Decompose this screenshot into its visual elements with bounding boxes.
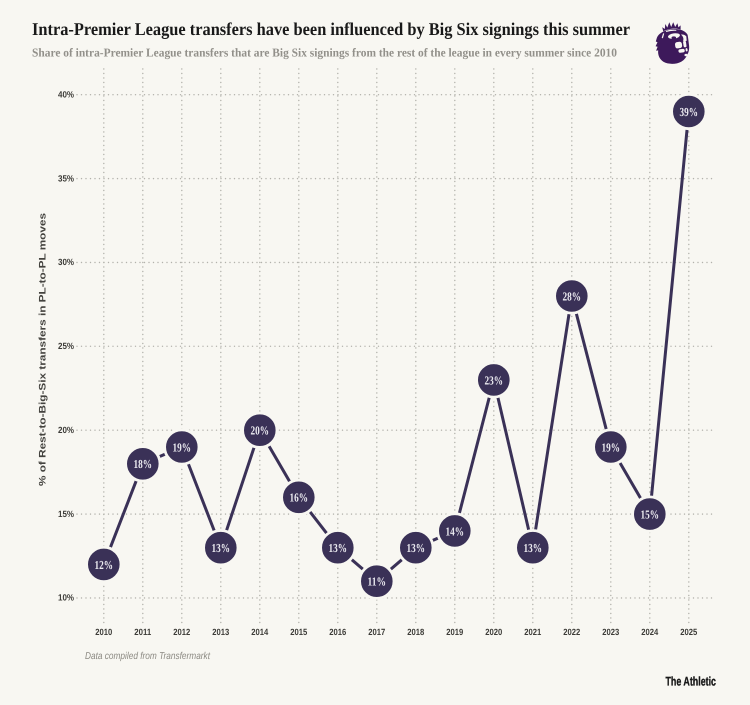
svg-text:13%: 13% — [212, 541, 231, 555]
svg-text:2012: 2012 — [173, 627, 190, 637]
svg-text:20%: 20% — [58, 425, 74, 435]
svg-text:2015: 2015 — [290, 627, 307, 637]
svg-text:13%: 13% — [407, 541, 426, 555]
svg-text:2023: 2023 — [602, 627, 619, 637]
svg-text:40%: 40% — [58, 89, 74, 99]
svg-text:2021: 2021 — [524, 627, 541, 637]
svg-text:19%: 19% — [602, 440, 621, 454]
svg-text:% of Rest-to-Big-Six transfers: % of Rest-to-Big-Six transfers in PL-to-… — [38, 213, 49, 486]
svg-text:2016: 2016 — [329, 627, 346, 637]
svg-text:13%: 13% — [329, 541, 348, 555]
svg-text:2017: 2017 — [368, 627, 385, 637]
svg-text:2022: 2022 — [563, 627, 580, 637]
svg-text:2013: 2013 — [212, 627, 229, 637]
svg-text:35%: 35% — [58, 173, 74, 183]
svg-text:11%: 11% — [368, 575, 387, 589]
svg-text:18%: 18% — [134, 457, 153, 471]
svg-text:2019: 2019 — [446, 627, 463, 637]
svg-text:25%: 25% — [58, 341, 74, 351]
svg-text:15%: 15% — [641, 508, 660, 522]
svg-text:28%: 28% — [563, 289, 582, 303]
svg-text:19%: 19% — [173, 440, 192, 454]
svg-text:15%: 15% — [58, 509, 74, 519]
svg-text:2025: 2025 — [680, 627, 697, 637]
svg-text:2010: 2010 — [95, 627, 112, 637]
svg-text:The Athletic: The Athletic — [666, 675, 717, 689]
svg-text:13%: 13% — [524, 541, 543, 555]
svg-text:30%: 30% — [58, 257, 74, 267]
svg-text:23%: 23% — [485, 373, 504, 387]
svg-text:39%: 39% — [680, 105, 699, 119]
svg-text:12%: 12% — [95, 558, 114, 572]
svg-text:14%: 14% — [446, 524, 465, 538]
svg-text:2014: 2014 — [251, 627, 268, 637]
svg-text:2020: 2020 — [485, 627, 502, 637]
svg-text:Share of intra-Premier League: Share of intra-Premier League transfers … — [32, 46, 617, 60]
svg-text:2018: 2018 — [407, 627, 424, 637]
svg-text:2011: 2011 — [134, 627, 151, 637]
svg-text:Intra-Premier League transfers: Intra-Premier League transfers have been… — [32, 19, 630, 39]
svg-text:Data compiled from Transfermar: Data compiled from Transfermarkt — [85, 651, 211, 662]
svg-text:10%: 10% — [58, 593, 74, 603]
svg-text:16%: 16% — [290, 491, 309, 505]
svg-text:2024: 2024 — [641, 627, 658, 637]
svg-text:20%: 20% — [251, 424, 270, 438]
